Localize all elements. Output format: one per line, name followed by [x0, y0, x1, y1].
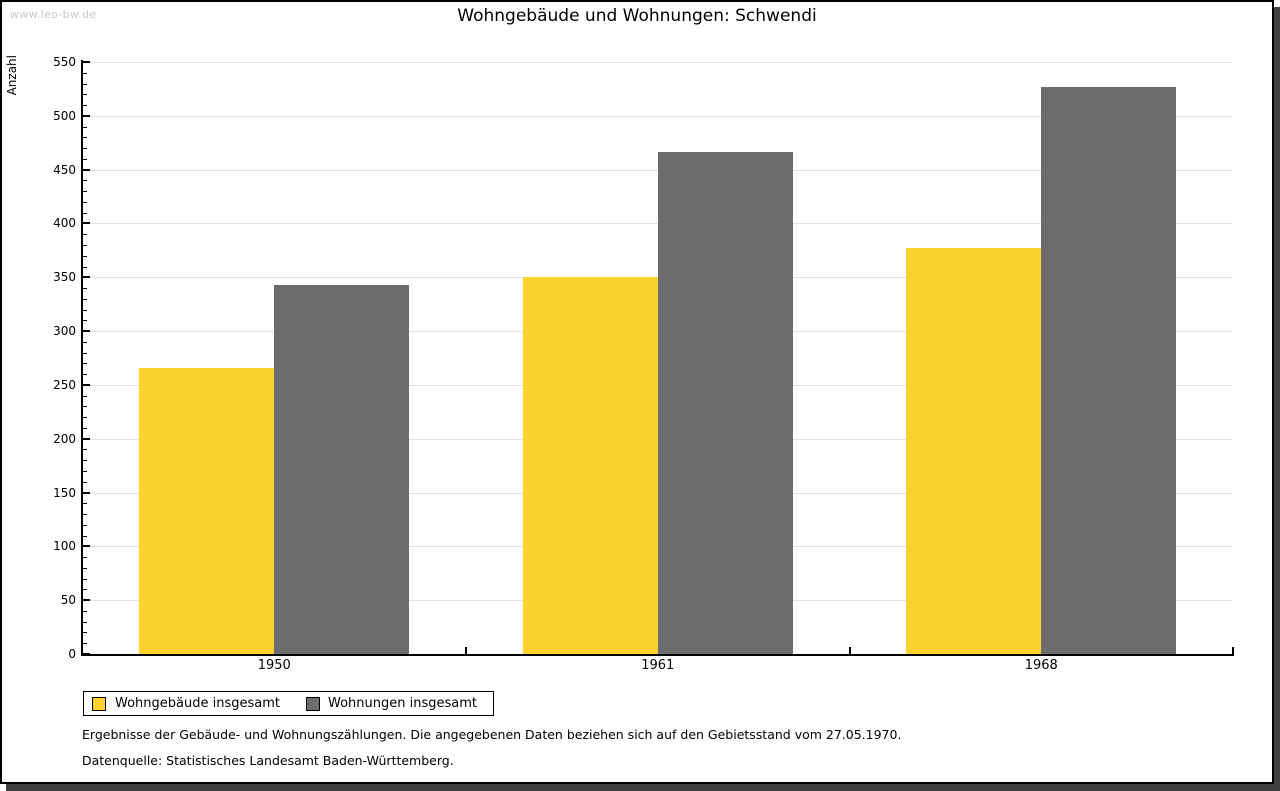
- legend-label-wohnungen: Wohnungen insgesamt: [328, 696, 477, 711]
- bar-1968-wohngebaeude: [906, 248, 1042, 654]
- y-tick-minor-440: [83, 180, 87, 182]
- y-tick-minor-170: [83, 471, 87, 473]
- y-tick-minor-260: [83, 374, 87, 376]
- y-tick-minor-130: [83, 514, 87, 516]
- y-tick-major-550: [83, 61, 90, 63]
- footnote-source: Datenquelle: Statistisches Landesamt Bad…: [82, 753, 454, 768]
- y-tick-minor-430: [83, 191, 87, 193]
- y-tick-minor-410: [83, 212, 87, 214]
- y-tick-minor-90: [83, 557, 87, 559]
- y-tick-label-550: 550: [53, 55, 76, 69]
- y-tick-label-300: 300: [53, 324, 76, 339]
- bar-1950-wohnungen: [274, 284, 410, 654]
- gridline-500: [83, 115, 1233, 117]
- bar-1961-wohnungen: [657, 152, 793, 654]
- y-tick-minor-490: [83, 126, 87, 128]
- y-tick-label-0: 0: [68, 647, 76, 661]
- y-tick-major-500: [83, 114, 90, 117]
- y-tick-minor-320: [83, 309, 87, 311]
- bar-1961-wohngebaeude: [522, 277, 658, 654]
- y-tick-minor-30: [83, 621, 87, 623]
- legend: Wohngebäude insgesamt Wohnungen insgesam…: [83, 691, 494, 716]
- x-axis-divider-tick-3: [1232, 647, 1234, 654]
- y-tick-label-100: 100: [53, 539, 76, 554]
- y-tick-minor-540: [83, 72, 87, 74]
- site-watermark: www.leo-bw.de: [10, 8, 97, 21]
- y-tick-minor-20: [83, 632, 87, 634]
- y-tick-label-200: 200: [53, 431, 76, 446]
- plot-area: 1950 1961 1968 0 50 100 150 200 250 300 350 400 450 5…: [2, 2, 1272, 782]
- y-tick-label-500: 500: [53, 108, 76, 123]
- y-tick-major-250: [83, 383, 90, 386]
- y-tick-label-250: 250: [53, 377, 76, 392]
- y-tick-minor-240: [83, 395, 87, 397]
- x-tick-label-1950: 1950: [257, 658, 291, 673]
- y-tick-minor-390: [83, 234, 87, 236]
- y-tick-minor-470: [83, 148, 87, 150]
- y-tick-minor-520: [83, 94, 87, 96]
- y-tick-minor-460: [83, 158, 87, 160]
- y-tick-minor-230: [83, 406, 87, 408]
- footnote-description: Ergebnisse der Gebäude- und Wohnungszähl…: [82, 727, 902, 742]
- y-tick-minor-480: [83, 137, 87, 139]
- y-tick-minor-310: [83, 320, 87, 322]
- y-tick-minor-110: [83, 535, 87, 537]
- bar-1950-wohngebaeude: [139, 367, 275, 654]
- y-tick-major-450: [83, 168, 90, 171]
- y-tick-label-400: 400: [53, 216, 76, 231]
- x-tick-label-1961: 1961: [641, 658, 675, 673]
- y-tick-major-150: [83, 491, 90, 494]
- y-tick-major-50: [83, 599, 90, 602]
- y-tick-label-150: 150: [53, 485, 76, 500]
- chart-title: Wohngebäude und Wohnungen: Schwendi: [457, 6, 817, 26]
- y-tick-minor-70: [83, 578, 87, 580]
- y-tick-minor-190: [83, 449, 87, 451]
- y-tick-minor-530: [83, 83, 87, 85]
- legend-label-wohngebaeude: Wohngebäude insgesamt: [115, 696, 280, 711]
- y-tick-label-450: 450: [53, 162, 76, 177]
- y-tick-major-200: [83, 437, 90, 440]
- y-tick-minor-120: [83, 524, 87, 526]
- y-tick-major-400: [83, 222, 90, 225]
- x-tick-label-1968: 1968: [1024, 658, 1058, 673]
- y-tick-minor-10: [83, 643, 87, 645]
- y-tick-minor-420: [83, 201, 87, 203]
- y-tick-label-50: 50: [60, 593, 76, 608]
- y-tick-major-100: [83, 545, 90, 548]
- x-axis-line: [81, 654, 1234, 656]
- y-tick-minor-80: [83, 567, 87, 569]
- y-tick-minor-370: [83, 255, 87, 257]
- y-axis-line: [81, 60, 83, 656]
- legend-swatch-wohnungen: [306, 697, 320, 711]
- y-tick-minor-290: [83, 341, 87, 343]
- x-axis-divider-tick-2: [848, 647, 851, 654]
- y-tick-minor-380: [83, 244, 87, 246]
- y-tick-minor-160: [83, 481, 87, 483]
- bar-1968-wohnungen: [1041, 86, 1177, 654]
- y-tick-minor-40: [83, 610, 87, 612]
- y-tick-minor-360: [83, 266, 87, 268]
- y-tick-minor-340: [83, 288, 87, 290]
- y-tick-minor-140: [83, 503, 87, 505]
- y-tick-minor-60: [83, 589, 87, 591]
- y-tick-minor-220: [83, 417, 87, 419]
- y-tick-minor-510: [83, 105, 87, 107]
- y-tick-major-350: [83, 276, 90, 279]
- y-tick-major-300: [83, 330, 90, 333]
- y-tick-minor-330: [83, 298, 87, 300]
- legend-swatch-wohngebaeude: [92, 697, 106, 711]
- y-tick-label-350: 350: [53, 270, 76, 285]
- gridline-550: [83, 62, 1233, 63]
- y-tick-minor-180: [83, 460, 87, 462]
- y-tick-minor-280: [83, 352, 87, 354]
- y-tick-minor-210: [83, 427, 87, 429]
- x-axis-divider-tick-1: [465, 647, 467, 654]
- y-tick-minor-270: [83, 363, 87, 365]
